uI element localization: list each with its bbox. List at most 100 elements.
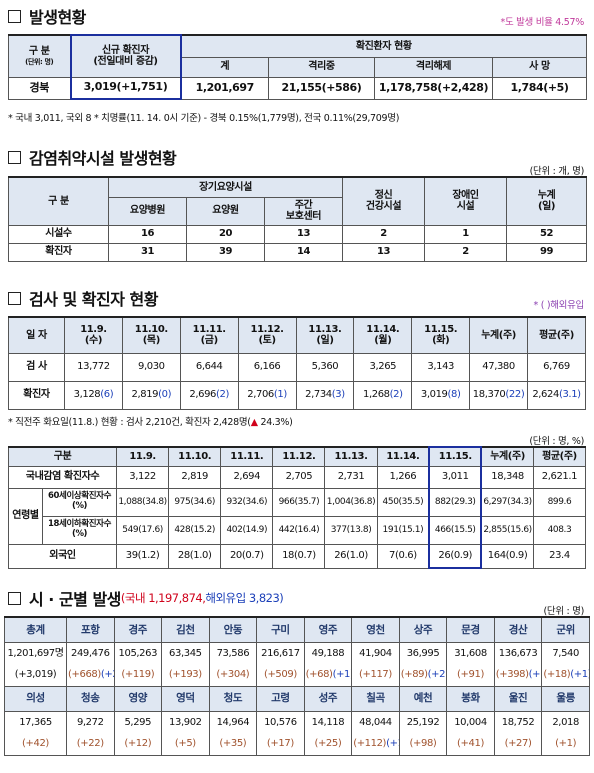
domestic-change: (+68)	[305, 669, 333, 680]
import-count: (3)	[331, 389, 345, 401]
region-change: (+112)(+1)	[351, 733, 400, 756]
data-cell: 408.3	[532, 515, 587, 545]
data-cell: 26(0.9)	[428, 543, 483, 569]
domestic-change: (+117)	[359, 669, 392, 680]
region-total: 13,902	[161, 710, 210, 733]
data-cell: 1,266	[376, 465, 430, 489]
region-name: 청송	[66, 685, 115, 712]
data-cell: 1	[424, 224, 508, 244]
data-cell: 3,011	[428, 465, 483, 489]
data-cell: 13,772	[64, 352, 123, 382]
import-count: (3.1)	[558, 389, 581, 401]
bullet-box	[8, 591, 21, 605]
region-change: (+35)	[208, 733, 258, 756]
region-name: 구미	[256, 616, 305, 643]
data-cell: 18,348	[480, 465, 534, 489]
data-cell: 20	[186, 224, 265, 244]
region-change: (+25)	[303, 733, 353, 756]
region-name: 경산	[493, 616, 543, 643]
header-text: 구 분	[28, 46, 50, 58]
data-cell: 2,731	[324, 465, 378, 489]
import-count: (1)	[273, 389, 287, 401]
table-row: 확진자 3,128(6) 2,819(0) 2,696(2) 2,706(1) 2,734…	[8, 380, 586, 410]
region-change: (+398)(+1)	[493, 664, 543, 687]
region-name: 울진	[493, 685, 543, 712]
row-label: 외국인	[7, 543, 118, 569]
data-cell: 549(17.6)	[116, 515, 170, 545]
region-change: (+193)	[161, 664, 210, 687]
header-cell: 구 분 (단위: 명)	[8, 34, 71, 78]
data-cell: 2,819(0)	[121, 380, 181, 410]
data-cell: 28(1.0)	[168, 543, 222, 569]
section-title: 감염취약시설 발생현황	[8, 145, 177, 169]
row-label: 확진자	[8, 380, 65, 410]
import-count: (8)	[447, 389, 461, 401]
import-count: (2)	[389, 389, 403, 401]
section-title: 발생현황	[8, 4, 86, 28]
footnote-text: 24.3%)	[257, 417, 293, 428]
region-change: (+5)	[161, 733, 210, 756]
import-change: (+1)	[386, 738, 398, 749]
header-cell: 11.13.	[324, 446, 378, 467]
header-cell: 11.11. (금)	[179, 316, 239, 354]
case-count: 2,624	[532, 389, 559, 401]
data-cell: 47,380	[469, 352, 528, 382]
domestic-change: (+3,019)	[14, 669, 57, 680]
region-change: (+91)	[446, 664, 495, 687]
data-cell: 428(15.2)	[168, 515, 222, 545]
unit-note: (단위 : 명, %)	[529, 436, 584, 447]
bullet-box	[8, 150, 21, 164]
region-total: 36,995	[398, 641, 448, 664]
data-cell: 2,624(3.1)	[527, 380, 586, 410]
data-cell: 18,370(22)	[469, 380, 528, 410]
data-cell: 16	[108, 224, 187, 244]
data-cell: 23.4	[532, 543, 587, 569]
domestic-change: (+668)	[68, 669, 101, 680]
table-row: 연령별 60세이상확진자수(%) 1,088(34.8) 975(34.6) 932(3…	[8, 487, 587, 545]
header-cell: 11.13. (일)	[295, 316, 355, 354]
data-cell: 191(15.1)	[376, 515, 430, 545]
domestic-change: (+89)	[400, 669, 428, 680]
facility-table: 구 분 장기요양시설 정신 건강시설 장애인 시설 누계 (일) 요양병원 요양원 주간 보호…	[8, 176, 588, 262]
region-table: 총계 포항 경주 김천 안동 구미 영주 영천 상주 문경 경산 군위 1,201,697명 249,47…	[4, 616, 590, 756]
data-cell: 13	[342, 242, 426, 262]
region-change: (+98)	[398, 733, 448, 756]
region-name: 의성	[4, 685, 67, 712]
case-count: 1,268	[363, 389, 390, 401]
data-cell: 975(34.6)	[168, 487, 222, 517]
data-cell: 3,128(6)	[64, 380, 123, 410]
data-cell: 402(14.9)	[220, 515, 274, 545]
data-cell: 2	[342, 224, 426, 244]
data-cell: 1,201,697	[180, 76, 269, 100]
header-cell: 11.14. (월)	[353, 316, 413, 354]
domestic-change: (+119)	[121, 669, 155, 680]
header-cell: 요양원	[186, 196, 265, 226]
table-row: (+3,019)(+668)(+2)(+119)(+193)(+304)(+50…	[4, 664, 590, 687]
domestic-change: (+91)	[457, 669, 484, 680]
region-name: 성주	[303, 685, 353, 712]
header-cell: 11.12. (토)	[237, 316, 297, 354]
data-cell: 3,122	[116, 465, 170, 489]
data-cell: 3,265	[353, 352, 413, 382]
title-text: 감염취약시설 발생현황	[29, 149, 177, 168]
region-total: 25,192	[398, 710, 448, 733]
header-cell: 요양병원	[108, 196, 187, 226]
data-cell: 2	[424, 242, 508, 262]
import-count: (6)	[100, 389, 114, 401]
data-cell: 2,734(3)	[295, 380, 355, 410]
data-cell: 26(1.0)	[324, 543, 378, 569]
data-cell: 2,694	[220, 465, 274, 489]
data-cell: 18(0.7)	[272, 543, 326, 569]
data-cell: 450(35.5)	[376, 487, 430, 517]
domestic-change: (+98)	[409, 738, 437, 749]
data-cell: 377(13.8)	[324, 515, 378, 545]
data-cell: 9,030	[121, 352, 181, 382]
region-total: 7,540	[541, 641, 590, 664]
region-change: (+668)(+2)	[66, 664, 115, 687]
bullet-box	[8, 291, 21, 305]
case-count: 2,734	[305, 389, 332, 401]
table-row: 1,201,697명 249,476 105,263 63,345 73,586 216,…	[4, 641, 590, 664]
header-cell: 주간 보호센터	[263, 196, 344, 226]
region-name: 예천	[398, 685, 448, 712]
domestic-change: (+193)	[168, 669, 202, 680]
